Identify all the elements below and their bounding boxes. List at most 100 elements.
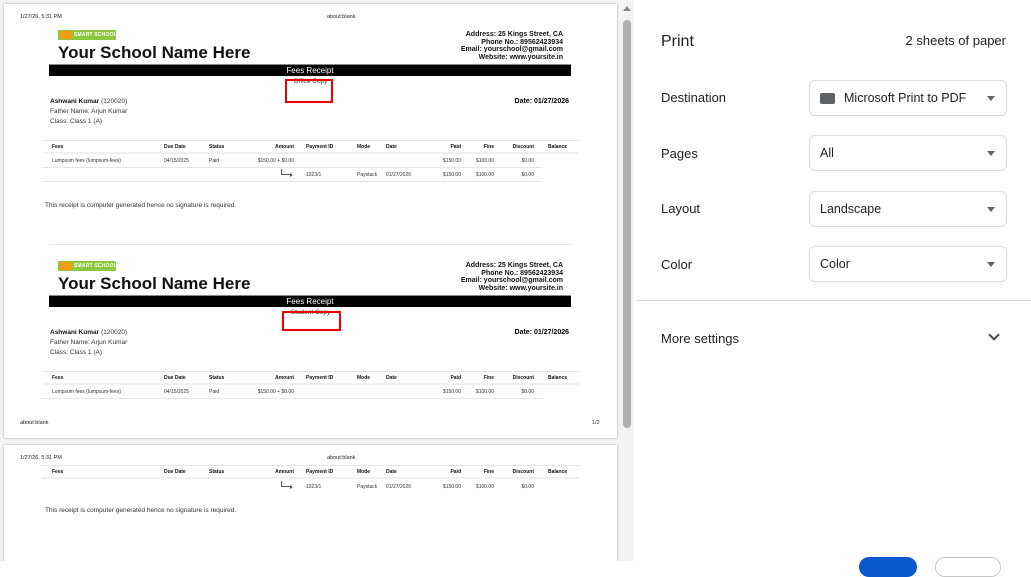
divider <box>42 167 542 168</box>
signature-note: This receipt is computer generated hence… <box>45 507 237 514</box>
receipt-title: Fees Receipt <box>49 64 571 76</box>
table-cell: $150.00 <box>442 484 461 490</box>
school-logo: SMART SCHOOL <box>58 261 117 271</box>
logo-emblem-icon <box>60 262 72 270</box>
cancel-button[interactable] <box>935 557 1001 577</box>
student-id: (120020) <box>101 98 128 105</box>
dropdown-caret-icon <box>987 96 995 101</box>
divider <box>49 244 571 245</box>
column-header: Status <box>209 144 225 150</box>
table-cell: 04/15/2025 <box>164 158 190 164</box>
table-cell: $0.00 <box>521 484 534 490</box>
column-header: Mode <box>357 375 371 381</box>
column-header: Date <box>386 469 397 475</box>
school-email: Email: yourschool@gmail.com <box>460 277 563 285</box>
father-name: Father Name: Arjun Kumar <box>50 108 128 115</box>
table-cell: $0.00 <box>521 158 534 164</box>
table-cell: $150.00 <box>442 389 461 395</box>
table-cell: $100.00 <box>475 172 494 178</box>
school-email: Email: yourschool@gmail.com <box>460 46 563 54</box>
school-website: Website: www.yoursite.in <box>478 284 563 292</box>
column-header: Due Date <box>164 469 186 475</box>
column-header: Payment ID <box>306 144 334 150</box>
dropdown-caret-icon <box>987 151 995 156</box>
column-header: Balance <box>548 144 568 150</box>
column-header: Payment ID <box>306 469 334 475</box>
save-button[interactable] <box>859 557 917 577</box>
table-cell: 1323/1 <box>306 484 322 490</box>
color-label: Color <box>661 257 693 272</box>
table-cell: 01/27/2026 <box>386 172 412 178</box>
table-cell: $100.00 <box>475 389 494 395</box>
receipt-date: Date: 01/27/2026 <box>514 98 569 105</box>
column-header: Fees <box>52 469 64 475</box>
column-header: Paid <box>450 375 461 381</box>
page-header-url: about:blank <box>327 14 356 20</box>
page-header-datetime: 1/27/26, 5:31 PM <box>20 14 62 20</box>
column-header: Paid <box>450 144 461 150</box>
layout-label: Layout <box>661 201 701 216</box>
page-footer-url: about:blank <box>20 420 49 426</box>
column-header: Discount <box>512 144 534 150</box>
column-header: Balance <box>548 375 568 381</box>
color-select[interactable]: Color <box>809 246 1007 282</box>
school-address-block: Address: 25 Kings Street, CA Phone No.: 8… <box>461 262 563 292</box>
printer-icon <box>820 92 835 104</box>
scroll-up-icon[interactable] <box>623 6 631 11</box>
print-title: Print <box>661 33 694 50</box>
divider <box>42 152 579 154</box>
logo-text: SMART SCHOOL <box>74 32 117 38</box>
table-cell: Lumpsum fees (lumpsum-fees) <box>52 389 121 395</box>
column-header: Due Date <box>164 375 186 381</box>
divider <box>42 181 542 182</box>
table-cell: $150.00 <box>442 172 461 178</box>
student-name: Ashwani Kumar <box>50 98 100 105</box>
column-header: Fees <box>52 375 64 381</box>
scrollbar-thumb[interactable] <box>623 20 631 428</box>
table-cell: $100.00 <box>475 158 494 164</box>
chevron-down-icon[interactable] <box>988 329 1000 341</box>
student-name-line: Ashwani Kumar (120020) <box>50 328 127 338</box>
more-settings-toggle[interactable]: More settings <box>661 331 740 346</box>
page-footer-number: 1/2 <box>592 420 600 426</box>
table-cell: $0.00 <box>521 172 534 178</box>
school-address: Address: 25 Kings Street, CA <box>465 31 563 38</box>
student-info: Ashwani Kumar (120020) Father Name: Arjun … <box>50 328 127 358</box>
pages-value: All <box>820 146 834 160</box>
color-value: Color <box>820 257 850 271</box>
table-cell: Lumpsum fees (lumpsum-fees) <box>52 158 121 164</box>
student-info: Ashwani Kumar (120020) Father Name: Arjun … <box>50 97 127 127</box>
class-name: Class: Class 1 (A) <box>50 118 103 125</box>
destination-select[interactable]: Microsoft Print to PDF <box>809 80 1007 116</box>
column-header: Due Date <box>164 144 186 150</box>
divider <box>635 300 1031 301</box>
table-cell: $150.00 + $0.00 <box>257 389 294 395</box>
logo-emblem-icon <box>60 31 72 39</box>
student-name-line: Ashwani Kumar (120020) <box>50 97 127 107</box>
fees-table: Fees Due Date Status Amount Payment ID Mode Da… <box>42 371 579 411</box>
table-cell: $0.00 <box>521 389 534 395</box>
school-website: Website: www.yoursite.in <box>478 53 563 61</box>
column-header: Status <box>209 375 225 381</box>
divider <box>42 398 542 399</box>
table-cell: Paystack <box>357 172 378 178</box>
signature-note: This receipt is computer generated hence… <box>45 202 237 209</box>
layout-select[interactable]: Landscape <box>809 191 1007 227</box>
table-cell: $150.00 <box>442 158 461 164</box>
pages-select[interactable]: All <box>809 135 1007 171</box>
father-name: Father Name: Arjun Kumar <box>50 339 128 346</box>
column-header: Amount <box>275 144 294 150</box>
column-header: Date <box>386 375 397 381</box>
pages-label: Pages <box>661 146 698 161</box>
highlight-box <box>282 311 341 331</box>
column-header: Fees <box>52 144 64 150</box>
column-header: Discount <box>512 375 534 381</box>
student-id: (120020) <box>101 329 128 336</box>
destination-label: Destination <box>661 90 727 105</box>
divider <box>42 465 579 466</box>
print-preview: 1/27/26, 5:31 PM about:blank SMART SCHOOL Y… <box>0 0 634 561</box>
column-header: Fine <box>483 469 494 475</box>
column-header: Payment ID <box>306 375 334 381</box>
dropdown-caret-icon <box>987 262 995 267</box>
table-cell: Paid <box>209 158 220 164</box>
